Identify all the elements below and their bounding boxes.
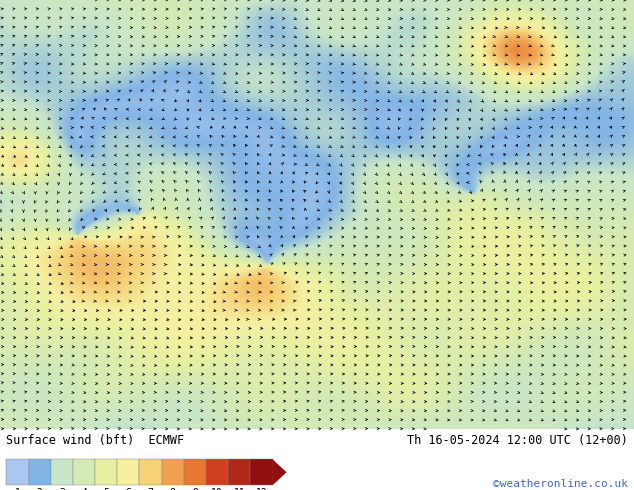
Text: 5: 5 [103,488,109,490]
Text: 3: 3 [59,488,65,490]
Bar [73,460,95,485]
Text: Th 16-05-2024 12:00 UTC (12+00): Th 16-05-2024 12:00 UTC (12+00) [407,434,628,447]
Bar [29,460,51,485]
Text: 2: 2 [37,488,42,490]
Text: 12: 12 [256,488,268,490]
Polygon shape [273,460,287,485]
Bar [6,460,29,485]
Bar [139,460,162,485]
Bar [184,460,206,485]
Bar [51,460,73,485]
Text: 4: 4 [81,488,87,490]
Text: 7: 7 [148,488,153,490]
Bar [117,460,139,485]
Text: 8: 8 [170,488,176,490]
Bar [228,460,250,485]
Bar [95,460,117,485]
Bar [250,460,273,485]
Text: 6: 6 [126,488,131,490]
Text: 11: 11 [233,488,245,490]
Text: Surface wind (bft)  ECMWF: Surface wind (bft) ECMWF [6,434,184,447]
Text: 1: 1 [15,488,20,490]
Bar [206,460,228,485]
Bar [162,460,184,485]
Text: 10: 10 [211,488,223,490]
Text: 9: 9 [192,488,198,490]
Text: ©weatheronline.co.uk: ©weatheronline.co.uk [493,479,628,489]
